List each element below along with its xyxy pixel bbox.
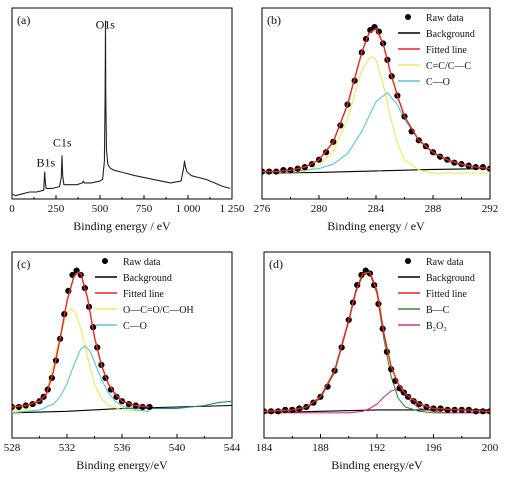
legend-marker: [405, 14, 411, 20]
legend-label: Fitted line: [123, 289, 164, 300]
legend-label: B₂O₃: [426, 321, 447, 332]
x-tick-label: 1 250: [220, 203, 245, 215]
x-axis-label: Binding energy / eV: [327, 219, 425, 233]
x-tick-label: 0: [9, 203, 15, 215]
legend-label: Fitted line: [426, 289, 467, 300]
legend-label: Raw data: [123, 257, 161, 268]
plot-area: [12, 20, 231, 197]
legend-marker: [102, 258, 108, 264]
x-tick-label: 250: [48, 203, 65, 215]
peak-annotation: B1s: [36, 156, 55, 170]
x-tick-label: 184: [256, 442, 273, 454]
panel-d: 184 188 192 196 200 Binding energy/eV (d) Raw d…: [256, 251, 499, 472]
series-line-background: [262, 168, 490, 174]
legend-label: Fitted line: [426, 45, 467, 56]
peak-annotation: O1s: [96, 17, 116, 31]
series-line-fitted-line: [12, 271, 150, 408]
x-tick-label: 276: [254, 203, 271, 215]
x-tick-label: 192: [369, 442, 386, 454]
legend: Raw data Background Fitted line C=C/C—C C—O: [398, 13, 475, 88]
legend-label: Background: [426, 273, 475, 284]
x-tick-label: 200: [482, 442, 499, 454]
legend-label: C—O: [426, 77, 450, 88]
plot-area: [262, 24, 490, 175]
legend-label: Raw data: [426, 257, 464, 268]
x-tick-label: 188: [312, 442, 329, 454]
panel-label: (a): [17, 13, 30, 27]
panel-b: 276 280 284 288 292 Binding energy / eV (b) Raw…: [254, 7, 499, 233]
legend-label: O—C=O/C—OH: [123, 305, 194, 316]
legend-label: C=C/C—C: [426, 61, 471, 72]
legend: Raw data Background Fitted line O—C=O/C—OH C…: [95, 257, 194, 332]
x-tick-label: 1 000: [176, 203, 201, 215]
panel-c: 528 532 536 540 544 Binding energy/eV (c) Raw d…: [4, 251, 241, 472]
series-line-fitted-line: [262, 27, 490, 173]
raw-data-point: [113, 393, 120, 400]
x-tick-label: 532: [59, 442, 76, 454]
panel-a: 0 250 500 750 1 000 1 250 Binding energy / eV (…: [9, 7, 245, 233]
plot-frame: [11, 7, 233, 200]
x-tick-label: 750: [136, 203, 153, 215]
x-tick-label: 292: [482, 203, 499, 215]
series-line-c-o: [12, 345, 150, 414]
legend-marker: [405, 258, 411, 264]
x-tick-label: 528: [4, 442, 21, 454]
legend-label: Background: [123, 273, 172, 284]
series-line-fitted-line: [264, 271, 490, 412]
x-tick-label: 544: [224, 442, 241, 454]
x-axis-label: Binding energy/eV: [76, 458, 168, 472]
legend-label: C—O: [123, 321, 147, 332]
legend: Raw data Background Fitted line B—C B₂O₃: [398, 257, 475, 332]
x-tick-label: 280: [311, 203, 328, 215]
plot-area: [12, 267, 232, 414]
raw-data-point: [444, 406, 451, 413]
raw-data-point: [275, 408, 282, 415]
legend-label: Background: [426, 29, 475, 40]
x-tick-label: 536: [114, 442, 131, 454]
x-tick-label: 196: [425, 442, 442, 454]
raw-data-point: [472, 408, 479, 415]
peak-annotation: C1s: [53, 136, 72, 150]
panel-label: (c): [17, 257, 30, 271]
panel-label: (b): [267, 13, 281, 27]
raw-data-point: [396, 385, 403, 392]
x-tick-label: 500: [92, 203, 109, 215]
raw-data-point: [324, 383, 331, 390]
x-tick-label: 288: [425, 203, 442, 215]
legend-label: Raw data: [426, 13, 464, 24]
series-line-b-o: [264, 389, 490, 414]
x-axis-label: Binding energy/eV: [331, 458, 423, 472]
x-tick-label: 284: [368, 203, 385, 215]
plot-area: [264, 267, 490, 415]
x-axis-label: Binding energy / eV: [73, 219, 171, 233]
series-line-c-c-c-c: [262, 56, 490, 174]
series-line-spectrum: [12, 20, 231, 197]
panel-label: (d): [269, 257, 283, 271]
legend-label: B—C: [426, 305, 450, 316]
x-tick-label: 540: [169, 442, 186, 454]
